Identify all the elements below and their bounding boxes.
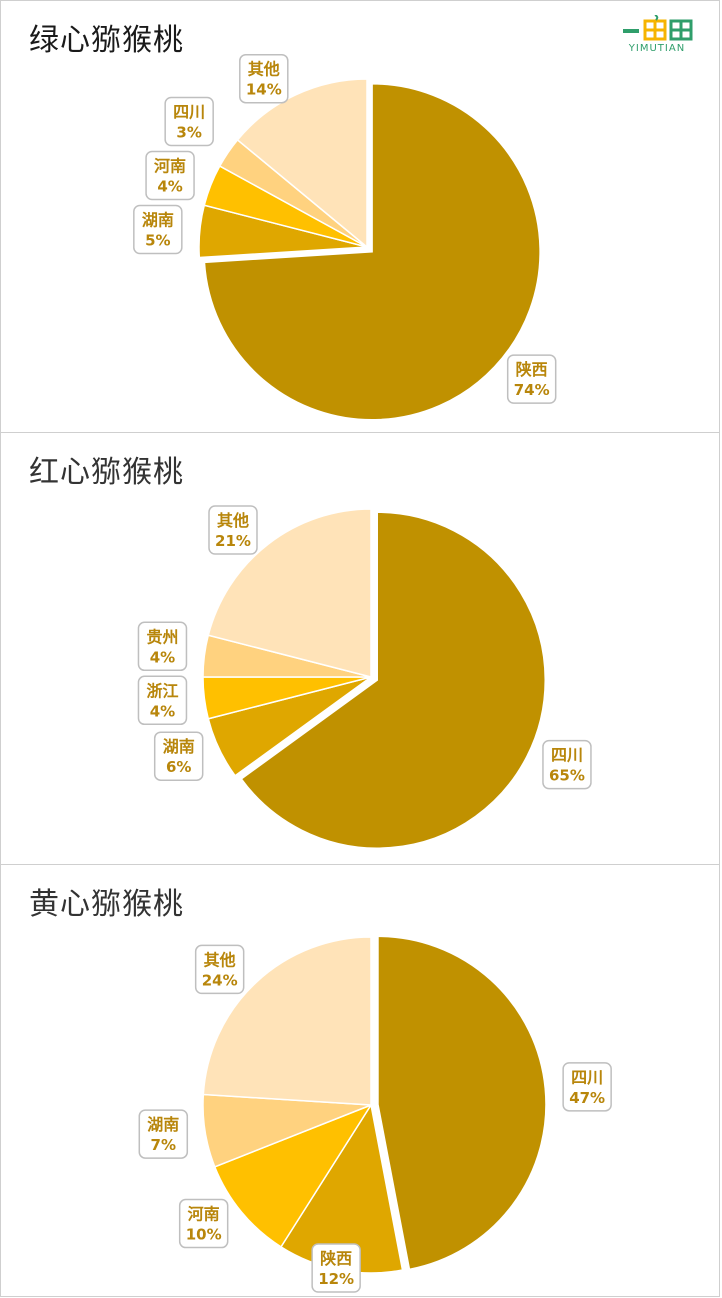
pie-slice-0 (203, 83, 541, 421)
label-box (133, 204, 183, 255)
slice-pct-label: 6% (166, 758, 191, 776)
label-box (239, 53, 289, 104)
pie-slice-2 (213, 1103, 373, 1248)
logo-mark-icon (623, 14, 693, 41)
pie-slices (202, 935, 547, 1274)
data-label: 四川 65% (542, 739, 592, 790)
chart-title: 黄心猕猴桃 (29, 887, 184, 922)
slice-name-label: 其他 (217, 511, 249, 530)
slice-name-label: 湖南 (142, 210, 174, 229)
slice-pct-label: 4% (150, 702, 175, 720)
data-label: 陕西 12% (311, 1243, 361, 1293)
data-label: 湖南 5% (133, 204, 183, 255)
data-label: 其他 14% (239, 53, 289, 104)
label-box (562, 1062, 612, 1112)
slice-name-label: 其他 (248, 60, 280, 79)
chart-title: 绿心猕猴桃 (29, 23, 184, 58)
slice-name-label: 陕西 (516, 360, 548, 379)
pie-chart-red: 四川 65% 湖南 6% 浙江 4% 贵州 4% 其他 21% (137, 505, 592, 849)
yimutian-logo: YIMUTIAN (619, 14, 695, 59)
slice-name-label: 湖南 (147, 1115, 179, 1134)
data-label: 贵州 4% (137, 621, 188, 672)
slice-pct-label: 7% (151, 1136, 176, 1154)
data-label: 浙江 4% (137, 675, 188, 726)
pie-slice-0 (377, 935, 547, 1271)
pie-slices (202, 508, 546, 849)
slice-name-label: 其他 (204, 950, 236, 969)
pie-labels: 四川 65% 湖南 6% 浙江 4% 贵州 4% 其他 21% (137, 505, 592, 790)
label-box (194, 944, 245, 995)
chart-panel-green: 绿心猕猴桃 YIMUTIAN 陕西 74% 湖南 5% 河南 4% 四川 3% 其他 14% (0, 0, 720, 433)
data-label: 河南 4% (145, 150, 195, 201)
label-box (311, 1243, 361, 1293)
pie-slice-4 (207, 508, 372, 678)
slice-pct-label: 14% (246, 81, 282, 99)
slice-name-label: 陕西 (320, 1249, 352, 1268)
slice-name-label: 河南 (154, 156, 186, 175)
pie-labels: 陕西 74% 湖南 5% 河南 4% 四川 3% 其他 14% (133, 53, 557, 404)
data-label: 河南 10% (178, 1198, 229, 1249)
data-label: 湖南 7% (138, 1109, 189, 1159)
slice-pct-label: 65% (549, 767, 585, 785)
pie-chart-yellow: 四川 47% 陕西 12% 河南 10% 湖南 7% 其他 24% (138, 935, 612, 1293)
pie-slices (198, 78, 541, 421)
slice-name-label: 四川 (173, 102, 205, 121)
logo-text: YIMUTIAN (628, 43, 686, 54)
slice-pct-label: 21% (215, 532, 251, 550)
label-box (145, 150, 195, 201)
label-box (137, 621, 188, 672)
data-label: 四川 3% (164, 96, 214, 147)
slice-pct-label: 3% (176, 123, 201, 141)
chart-title: 红心猕猴桃 (29, 455, 184, 490)
label-box (138, 1109, 189, 1159)
pie-chart-green: 陕西 74% 湖南 5% 河南 4% 四川 3% 其他 14% (133, 53, 557, 421)
label-box (506, 354, 557, 404)
pie-slice-4 (236, 78, 368, 249)
data-label: 四川 47% (562, 1062, 612, 1112)
slice-name-label: 四川 (551, 746, 583, 765)
slice-pct-label: 47% (569, 1089, 605, 1107)
data-label: 陕西 74% (506, 354, 557, 404)
pie-labels: 四川 47% 陕西 12% 河南 10% 湖南 7% 其他 24% (138, 944, 612, 1293)
data-label: 其他 24% (194, 944, 245, 995)
slice-pct-label: 12% (318, 1270, 354, 1288)
pie-slice-0 (240, 511, 546, 849)
label-box (153, 731, 204, 781)
chart-panel-yellow: 黄心猕猴桃 四川 47% 陕西 12% 河南 10% 湖南 7% 其他 24% (0, 864, 720, 1297)
slice-pct-label: 24% (202, 971, 238, 989)
label-box (137, 675, 188, 726)
pie-slice-4 (202, 936, 372, 1106)
label-box (178, 1198, 229, 1249)
slice-name-label: 河南 (188, 1205, 220, 1224)
slice-name-label: 湖南 (163, 737, 195, 756)
slice-name-label: 贵州 (146, 627, 178, 646)
slice-pct-label: 4% (157, 177, 182, 195)
slice-name-label: 四川 (571, 1068, 603, 1087)
slice-pct-label: 74% (514, 381, 550, 399)
data-label: 其他 21% (208, 505, 258, 555)
slice-pct-label: 4% (150, 648, 175, 666)
label-box (542, 739, 592, 790)
label-box (164, 96, 214, 147)
slice-pct-label: 10% (186, 1226, 222, 1244)
slice-name-label: 浙江 (146, 681, 178, 700)
slice-pct-label: 5% (145, 231, 170, 249)
label-box (208, 505, 258, 555)
data-label: 湖南 6% (153, 731, 204, 781)
chart-panel-red: 红心猕猴桃 四川 65% 湖南 6% 浙江 4% 贵州 4% 其他 21% (0, 432, 720, 865)
